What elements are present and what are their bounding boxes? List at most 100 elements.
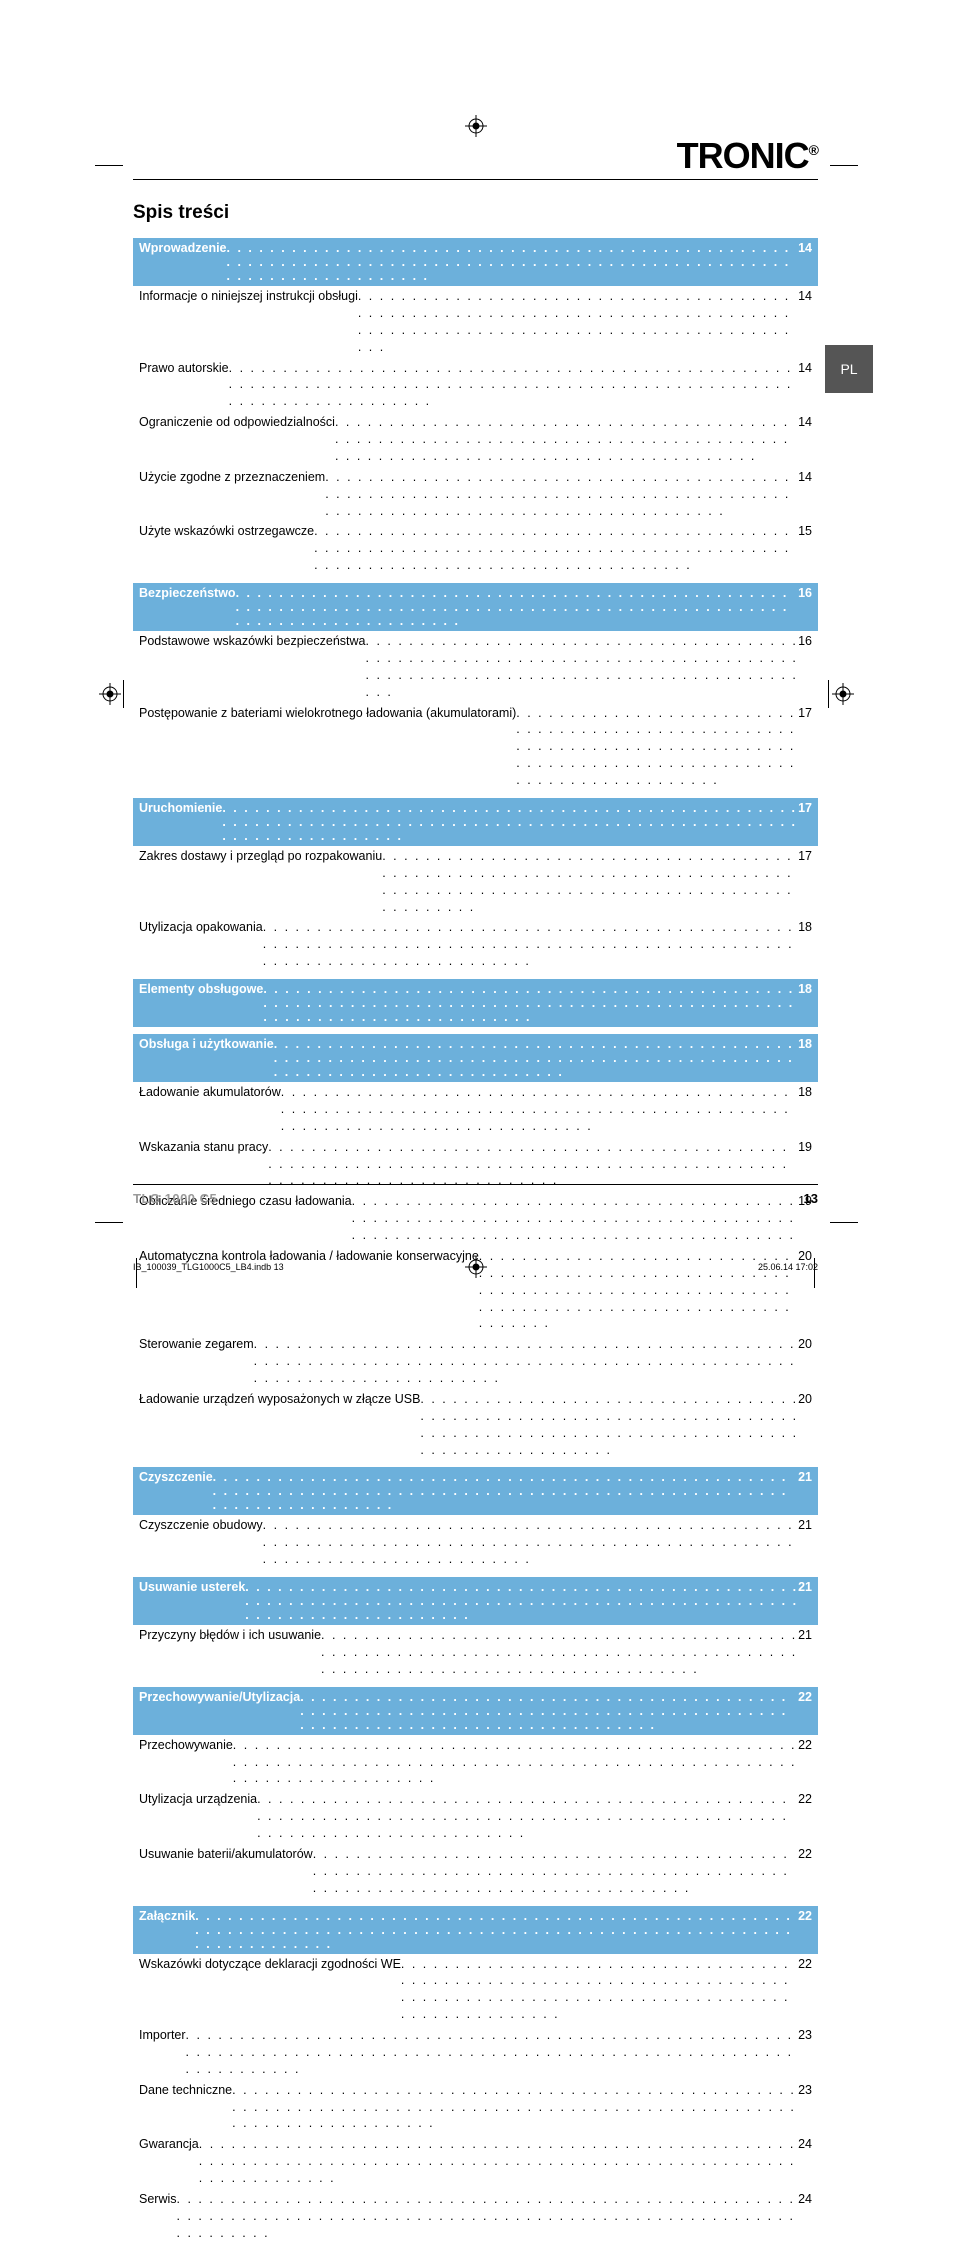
toc-leader-dots: . . . . . . . . . . . . . . . . . . . . … bbox=[281, 1084, 798, 1135]
toc-item: Prawo autorskie . . . . . . . . . . . . … bbox=[133, 358, 818, 413]
toc-item-page: 24 bbox=[798, 2191, 812, 2242]
toc-leader-dots: . . . . . . . . . . . . . . . . . . . . … bbox=[263, 982, 798, 1024]
toc-leader-dots: . . . . . . . . . . . . . . . . . . . . … bbox=[366, 633, 799, 701]
toc-item-page: 15 bbox=[798, 523, 812, 574]
toc-item: Podstawowe wskazówki bezpieczeństwa . . … bbox=[133, 631, 818, 703]
toc-section-title: Wprowadzenie bbox=[139, 241, 227, 283]
toc-leader-dots: . . . . . . . . . . . . . . . . . . . . … bbox=[274, 1037, 798, 1079]
toc-item-page: 19 bbox=[798, 1139, 812, 1190]
toc-item: Ograniczenie od odpowiedzialności . . . … bbox=[133, 412, 818, 467]
toc-item-page: 23 bbox=[798, 2082, 812, 2133]
toc-item: Postępowanie z bateriami wielokrotnego ł… bbox=[133, 703, 818, 791]
toc-item: Użyte wskazówki ostrzegawcze . . . . . .… bbox=[133, 521, 818, 576]
language-code: PL bbox=[840, 361, 857, 377]
print-job-line: IB_100039_TLG1000C5_LB4.indb 13 25.06.14… bbox=[133, 1262, 818, 1272]
toc-section-title: Załącznik bbox=[139, 1909, 195, 1951]
registration-mark-icon bbox=[99, 683, 121, 705]
toc-item-page: 21 bbox=[798, 1517, 812, 1568]
toc-leader-dots: . . . . . . . . . . . . . . . . . . . . … bbox=[321, 1627, 798, 1678]
model-number: TLG 1000 C5 bbox=[133, 1191, 217, 1206]
toc-item-label: Serwis bbox=[139, 2191, 177, 2242]
brand-registered: ® bbox=[809, 142, 818, 158]
toc-item-label: Wskazania stanu pracy bbox=[139, 1139, 268, 1190]
toc-item-page: 14 bbox=[798, 360, 812, 411]
toc-section-header: Elementy obsługowe . . . . . . . . . . .… bbox=[133, 979, 818, 1027]
toc-section-page: 21 bbox=[798, 1470, 812, 1512]
toc-title: Spis treści bbox=[133, 202, 818, 224]
toc-leader-dots: . . . . . . . . . . . . . . . . . . . . … bbox=[213, 1470, 798, 1512]
crop-mark bbox=[123, 680, 124, 708]
toc-item-page: 14 bbox=[798, 288, 812, 356]
toc-section-page: 18 bbox=[798, 1037, 812, 1079]
toc-item-page: 24 bbox=[798, 2136, 812, 2187]
toc-section-page: 22 bbox=[798, 1909, 812, 1951]
toc-section-page: 16 bbox=[798, 586, 812, 628]
toc-leader-dots: . . . . . . . . . . . . . . . . . . . . … bbox=[254, 1336, 798, 1387]
toc-leader-dots: . . . . . . . . . . . . . . . . . . . . … bbox=[232, 2082, 798, 2133]
toc-leader-dots: . . . . . . . . . . . . . . . . . . . . … bbox=[268, 1139, 798, 1190]
header-rule bbox=[133, 179, 818, 180]
toc-leader-dots: . . . . . . . . . . . . . . . . . . . . … bbox=[186, 2027, 799, 2078]
toc-item-label: Czyszczenie obudowy bbox=[139, 1517, 263, 1568]
toc-leader-dots: . . . . . . . . . . . . . . . . . . . . … bbox=[358, 288, 798, 356]
toc-leader-dots: . . . . . . . . . . . . . . . . . . . . … bbox=[229, 360, 798, 411]
toc-leader-dots: . . . . . . . . . . . . . . . . . . . . … bbox=[401, 1956, 798, 2024]
toc-item-page: 20 bbox=[798, 1391, 812, 1459]
toc-item: Serwis . . . . . . . . . . . . . . . . .… bbox=[133, 2189, 818, 2244]
toc-item: Ładowanie urządzeń wyposażonych w złącze… bbox=[133, 1389, 818, 1461]
toc-section-header: Bezpieczeństwo . . . . . . . . . . . . .… bbox=[133, 583, 818, 631]
toc-item-label: Przyczyny błędów i ich usuwanie bbox=[139, 1627, 321, 1678]
toc-leader-dots: . . . . . . . . . . . . . . . . . . . . … bbox=[479, 1248, 798, 1332]
toc-item: Gwarancja . . . . . . . . . . . . . . . … bbox=[133, 2134, 818, 2189]
toc-item-page: 20 bbox=[798, 1248, 812, 1332]
toc-item-label: Informacje o niniejszej instrukcji obsłu… bbox=[139, 288, 358, 356]
toc-item-label: Dane techniczne bbox=[139, 2082, 232, 2133]
toc-leader-dots: . . . . . . . . . . . . . . . . . . . . … bbox=[233, 1737, 798, 1788]
toc-section-page: 17 bbox=[798, 801, 812, 843]
toc-item-page: 20 bbox=[798, 1336, 812, 1387]
page-number: 13 bbox=[804, 1191, 818, 1206]
toc-item-label: Podstawowe wskazówki bezpieczeństwa bbox=[139, 633, 366, 701]
crop-mark bbox=[95, 165, 123, 166]
toc-item-label: Automatyczna kontrola ładowania / ładowa… bbox=[139, 1248, 479, 1332]
registration-mark-icon bbox=[832, 683, 854, 705]
toc-item-page: 21 bbox=[798, 1627, 812, 1678]
toc-item-label: Wskazówki dotyczące deklaracji zgodności… bbox=[139, 1956, 401, 2024]
toc-leader-dots: . . . . . . . . . . . . . . . . . . . . … bbox=[300, 1690, 798, 1732]
crop-mark bbox=[95, 1222, 123, 1223]
toc-item: Przyczyny błędów i ich usuwanie . . . . … bbox=[133, 1625, 818, 1680]
toc-section-header: Wprowadzenie . . . . . . . . . . . . . .… bbox=[133, 238, 818, 286]
toc-section-header: Czyszczenie . . . . . . . . . . . . . . … bbox=[133, 1467, 818, 1515]
toc-section-header: Przechowywanie/Utylizacja . . . . . . . … bbox=[133, 1687, 818, 1735]
toc-leader-dots: . . . . . . . . . . . . . . . . . . . . … bbox=[420, 1391, 798, 1459]
toc-item-label: Gwarancja bbox=[139, 2136, 199, 2187]
toc-section-header: Obsługa i użytkowanie . . . . . . . . . … bbox=[133, 1034, 818, 1082]
toc-leader-dots: . . . . . . . . . . . . . . . . . . . . … bbox=[222, 801, 798, 843]
toc-item: Automatyczna kontrola ładowania / ładowa… bbox=[133, 1246, 818, 1334]
toc-item-label: Ładowanie urządzeń wyposażonych w złącze… bbox=[139, 1391, 420, 1459]
toc-item: Importer . . . . . . . . . . . . . . . .… bbox=[133, 2025, 818, 2080]
toc-leader-dots: . . . . . . . . . . . . . . . . . . . . … bbox=[245, 1580, 798, 1622]
toc-item-page: 18 bbox=[798, 1084, 812, 1135]
toc-section-title: Czyszczenie bbox=[139, 1470, 213, 1512]
toc-item-page: 17 bbox=[798, 848, 812, 916]
toc-leader-dots: . . . . . . . . . . . . . . . . . . . . … bbox=[263, 919, 798, 970]
toc-section-page: 14 bbox=[798, 241, 812, 283]
toc-leader-dots: . . . . . . . . . . . . . . . . . . . . … bbox=[227, 241, 799, 283]
toc-section-title: Bezpieczeństwo bbox=[139, 586, 236, 628]
toc-item-label: Importer bbox=[139, 2027, 186, 2078]
toc-leader-dots: . . . . . . . . . . . . . . . . . . . . … bbox=[335, 414, 798, 465]
toc-section-page: 18 bbox=[798, 982, 812, 1024]
toc-section-page: 22 bbox=[798, 1690, 812, 1732]
toc-item-page: 22 bbox=[798, 1846, 812, 1897]
toc-item-page: 22 bbox=[798, 1956, 812, 2024]
toc-section-header: Załącznik . . . . . . . . . . . . . . . … bbox=[133, 1906, 818, 1954]
table-of-contents: Wprowadzenie . . . . . . . . . . . . . .… bbox=[133, 238, 818, 2244]
toc-item: Informacje o niniejszej instrukcji obsłu… bbox=[133, 286, 818, 358]
toc-leader-dots: . . . . . . . . . . . . . . . . . . . . … bbox=[516, 705, 798, 789]
toc-item-label: Przechowywanie bbox=[139, 1737, 233, 1788]
toc-item-label: Utylizacja urządzenia bbox=[139, 1791, 257, 1842]
toc-item: Sterowanie zegarem . . . . . . . . . . .… bbox=[133, 1334, 818, 1389]
crop-mark bbox=[830, 165, 858, 166]
toc-leader-dots: . . . . . . . . . . . . . . . . . . . . … bbox=[195, 1909, 798, 1951]
